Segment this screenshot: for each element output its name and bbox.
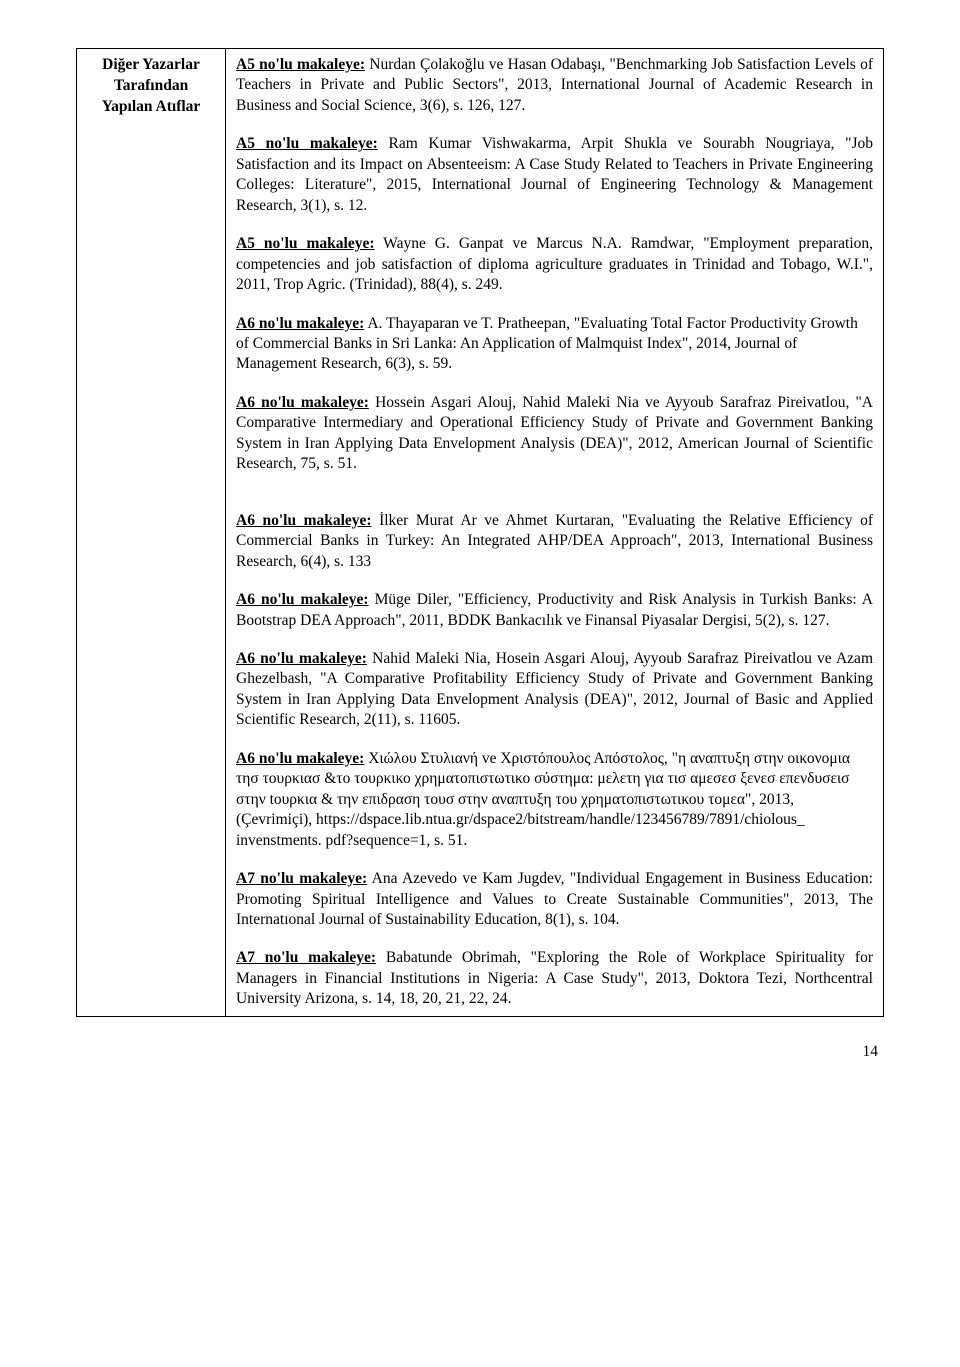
- left-column: Diğer Yazarlar Tarafından Yapılan Atıfla…: [77, 49, 226, 1017]
- citation-2: A5 no'lu makaleye: Wayne G. Ganpat ve Ma…: [236, 234, 873, 295]
- citation-lead: A6 no'lu makaleye:: [236, 512, 372, 529]
- citation-lead: A6 no'lu makaleye:: [236, 650, 367, 667]
- citation-lead: A6 no'lu makaleye:: [236, 750, 364, 767]
- citation-0: A5 no'lu makaleye: Nurdan Çolakoğlu ve H…: [236, 55, 873, 116]
- citation-lead: A6 no'lu makaleye:: [236, 394, 369, 411]
- citation-3: A6 no'lu makaleye: A. Thayaparan ve T. P…: [236, 314, 873, 375]
- citation-6: A6 no'lu makaleye: Müge Diler, "Efficien…: [236, 590, 873, 631]
- page-number: 14: [76, 1043, 884, 1061]
- citation-10: A7 no'lu makaleye: Babatunde Obrimah, "E…: [236, 948, 873, 1009]
- citation-8: A6 no'lu makaleye: Χιώλου Στυλιανή ve Χρ…: [236, 749, 873, 851]
- citation-lead: A5 no'lu makaleye:: [236, 135, 378, 152]
- layout-table: Diğer Yazarlar Tarafından Yapılan Atıfla…: [76, 48, 884, 1017]
- citation-lead: A7 no'lu makaleye:: [236, 949, 376, 966]
- citation-lead: A5 no'lu makaleye:: [236, 235, 375, 252]
- left-label-line2: Tarafından: [114, 77, 188, 94]
- citation-1: A5 no'lu makaleye: Ram Kumar Vishwakarma…: [236, 134, 873, 216]
- page: Diğer Yazarlar Tarafından Yapılan Atıfla…: [0, 0, 960, 1109]
- left-label: Diğer Yazarlar Tarafından Yapılan Atıfla…: [87, 55, 215, 218]
- citation-5: A6 no'lu makaleye: İlker Murat Ar ve Ahm…: [236, 511, 873, 572]
- citation-lead: A6 no'lu makaleye:: [236, 315, 364, 332]
- citation-9: A7 no'lu makaleye: Ana Azevedo ve Kam Ju…: [236, 869, 873, 930]
- left-label-line3: Yapılan Atıflar: [102, 98, 201, 115]
- citation-lead: A7 no'lu makaleye:: [236, 870, 367, 887]
- left-label-line1: Diğer Yazarlar: [102, 56, 200, 73]
- right-column: A5 no'lu makaleye: Nurdan Çolakoğlu ve H…: [226, 49, 884, 1017]
- citation-lead: A5 no'lu makaleye:: [236, 56, 365, 73]
- citation-7: A6 no'lu makaleye: Nahid Maleki Nia, Hos…: [236, 649, 873, 731]
- citation-4: A6 no'lu makaleye: Hossein Asgari Alouj,…: [236, 393, 873, 475]
- citation-lead: A6 no'lu makaleye:: [236, 591, 369, 608]
